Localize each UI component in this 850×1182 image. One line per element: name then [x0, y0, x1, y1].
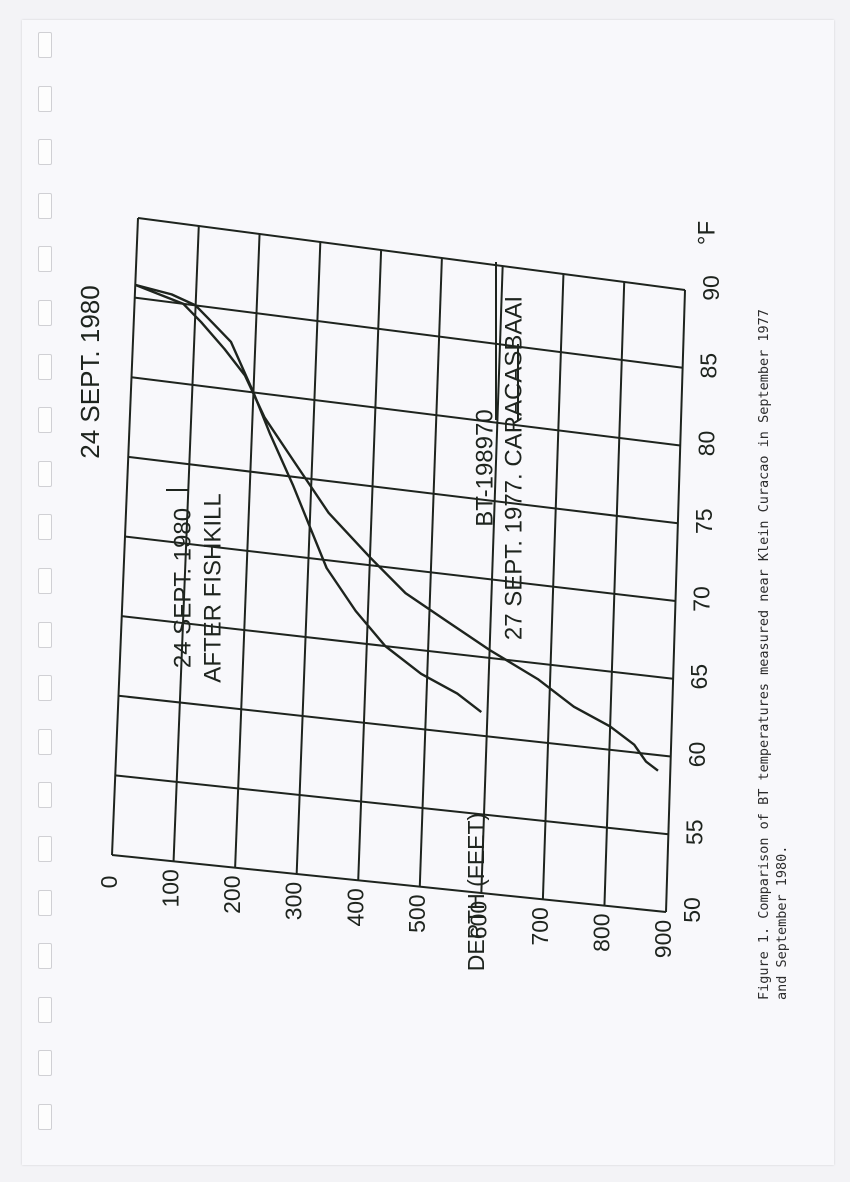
binder-hole [38, 460, 52, 487]
y-tick-label: 400 [342, 888, 368, 926]
gridline-depth [357, 249, 383, 881]
x-tick-label: 90 [698, 275, 724, 301]
binder-hole [38, 836, 52, 862]
gridline-temp [111, 854, 667, 913]
gridline-depth [665, 289, 686, 913]
x-tick-label: 75 [691, 508, 717, 534]
annotations: 24 SEPT. 1980 °F DEPTH (FEET) 24 SEPT. 1980… [75, 221, 720, 971]
series-caracasbaai-1977 [134, 283, 659, 772]
bt-label-line2: 27 SEPT. 1977. CARACASBAAI [500, 296, 527, 640]
gridline-temp [121, 615, 674, 680]
binder-hole [38, 943, 52, 970]
y-tick-label: 600 [465, 901, 491, 939]
gridline-depth [172, 225, 200, 862]
x-tick-label: 80 [693, 431, 719, 457]
binder-hole [38, 782, 52, 809]
binder-hole [38, 1104, 52, 1130]
binder-hole [38, 514, 52, 541]
binder-hole [38, 85, 52, 112]
gridline-depth [541, 273, 565, 900]
gridline-temp [128, 455, 678, 525]
y-tick-label: 800 [589, 913, 615, 951]
gridline-temp [118, 694, 671, 758]
binder-hole [38, 32, 52, 58]
gridline-temp [115, 774, 669, 836]
binder-hole [38, 728, 52, 755]
fishkill-label-line2: AFTER FISHKILL [199, 493, 226, 682]
binder-hole [38, 568, 52, 594]
x-tick-label: 70 [689, 586, 715, 612]
grid [111, 217, 686, 913]
binder-hole [38, 889, 52, 916]
series-fishkill-1980 [134, 283, 483, 714]
binder-hole [38, 139, 52, 166]
binder-hole [38, 246, 52, 273]
gridline-temp [134, 296, 683, 369]
gridline-depth [111, 217, 139, 856]
gridline-temp [131, 376, 681, 447]
gridline-depth [295, 241, 322, 875]
x-tick-label: 50 [679, 897, 705, 923]
binder-hole [38, 192, 52, 219]
binder-hole [38, 621, 52, 648]
figure-caption-line2: and September 1980. [774, 845, 790, 1000]
binder-hole [38, 353, 52, 380]
x-tick-label: 65 [686, 664, 712, 690]
gridline-temp [137, 217, 686, 291]
fishkill-label-line1: 24 SEPT. 1980 [169, 508, 196, 668]
x-axis-unit: °F [693, 221, 720, 245]
y-tick-label: 900 [650, 920, 676, 958]
paper-sheet [22, 20, 834, 1165]
gridline-depth [603, 281, 626, 906]
binder-hole [38, 675, 52, 702]
binder-hole [38, 996, 52, 1023]
gridline-depth [234, 233, 261, 868]
binder-hole [38, 1050, 52, 1077]
bt-label-line1: BT-198970 [471, 409, 498, 526]
y-tick-label: 300 [281, 882, 307, 920]
y-axis-label: DEPTH (FEET) [463, 813, 489, 971]
x-tick-label: 55 [681, 819, 707, 845]
y-tick-label: 700 [527, 907, 553, 945]
binder-hole [38, 300, 52, 326]
y-tick-label: 100 [158, 869, 184, 907]
x-tick-label: 85 [696, 353, 722, 379]
x-tick-label: 60 [684, 742, 710, 768]
series-lines [134, 283, 659, 772]
figure-caption-line1: Figure 1. Comparison of BT temperatures … [756, 309, 772, 1000]
gridline-depth [480, 265, 504, 894]
y-tick-label: 200 [219, 875, 245, 913]
chart-title: 24 SEPT. 1980 [75, 285, 105, 458]
binder-hole [38, 407, 52, 434]
gridline-depth [418, 257, 443, 887]
y-tick-label: 0 [96, 876, 122, 889]
gridline-temp [124, 535, 676, 602]
y-tick-label: 500 [404, 894, 430, 932]
